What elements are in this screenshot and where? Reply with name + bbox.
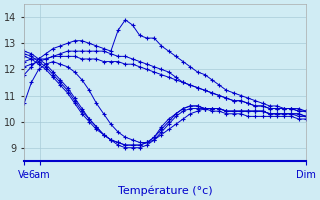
X-axis label: Température (°c): Température (°c): [118, 185, 212, 196]
